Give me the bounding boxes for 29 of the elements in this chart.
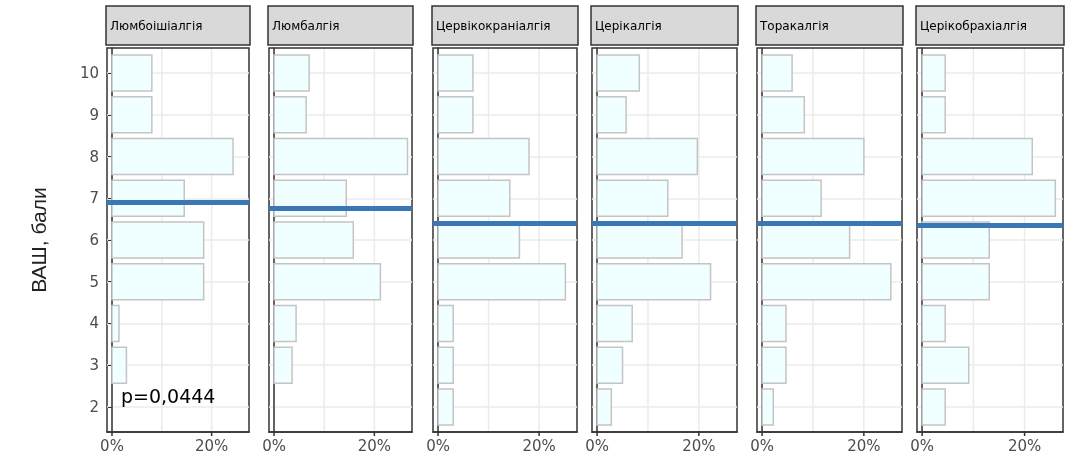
y-tick-label: 10 bbox=[79, 64, 99, 83]
x-tick-label: 0% bbox=[100, 436, 124, 455]
y-tick-label: 5 bbox=[89, 272, 99, 291]
y-tick-label: 7 bbox=[89, 189, 99, 208]
chart-title: Люмбоішіалгія bbox=[110, 18, 203, 33]
y-tick-label: 8 bbox=[89, 147, 99, 166]
x-tick-label: 20% bbox=[194, 436, 229, 455]
chart-title: Люмбалгія bbox=[272, 18, 340, 33]
x-tick-label: 0% bbox=[585, 436, 609, 455]
y-tick-label: 2 bbox=[89, 397, 99, 416]
y-tick-label: 4 bbox=[89, 314, 99, 333]
x-tick-label: 20% bbox=[847, 436, 881, 455]
y-tick-label: 9 bbox=[89, 105, 99, 124]
x-tick-label: 20% bbox=[522, 436, 556, 455]
y-tick-label: 6 bbox=[89, 231, 99, 249]
chart-title: Торакалгія bbox=[759, 18, 829, 33]
x-tick-label: 20% bbox=[357, 436, 392, 455]
y-tick-label: 3 bbox=[89, 356, 99, 375]
chart-title: Цервікокраніалгія bbox=[436, 18, 551, 33]
chart-title: Церікалгія bbox=[595, 18, 662, 33]
annotation: p=0,0444 bbox=[121, 384, 216, 407]
y-axis-title: ВАШ, бали bbox=[27, 187, 50, 293]
x-tick-label: 20% bbox=[682, 436, 716, 455]
x-tick-label: 0% bbox=[262, 436, 286, 455]
chart-title: Церікобрахіалгія bbox=[920, 18, 1027, 33]
x-tick-label: 0% bbox=[426, 436, 450, 455]
x-tick-label: 20% bbox=[1007, 436, 1042, 455]
x-tick-label: 0% bbox=[750, 436, 774, 455]
x-tick-label: 0% bbox=[910, 436, 935, 455]
